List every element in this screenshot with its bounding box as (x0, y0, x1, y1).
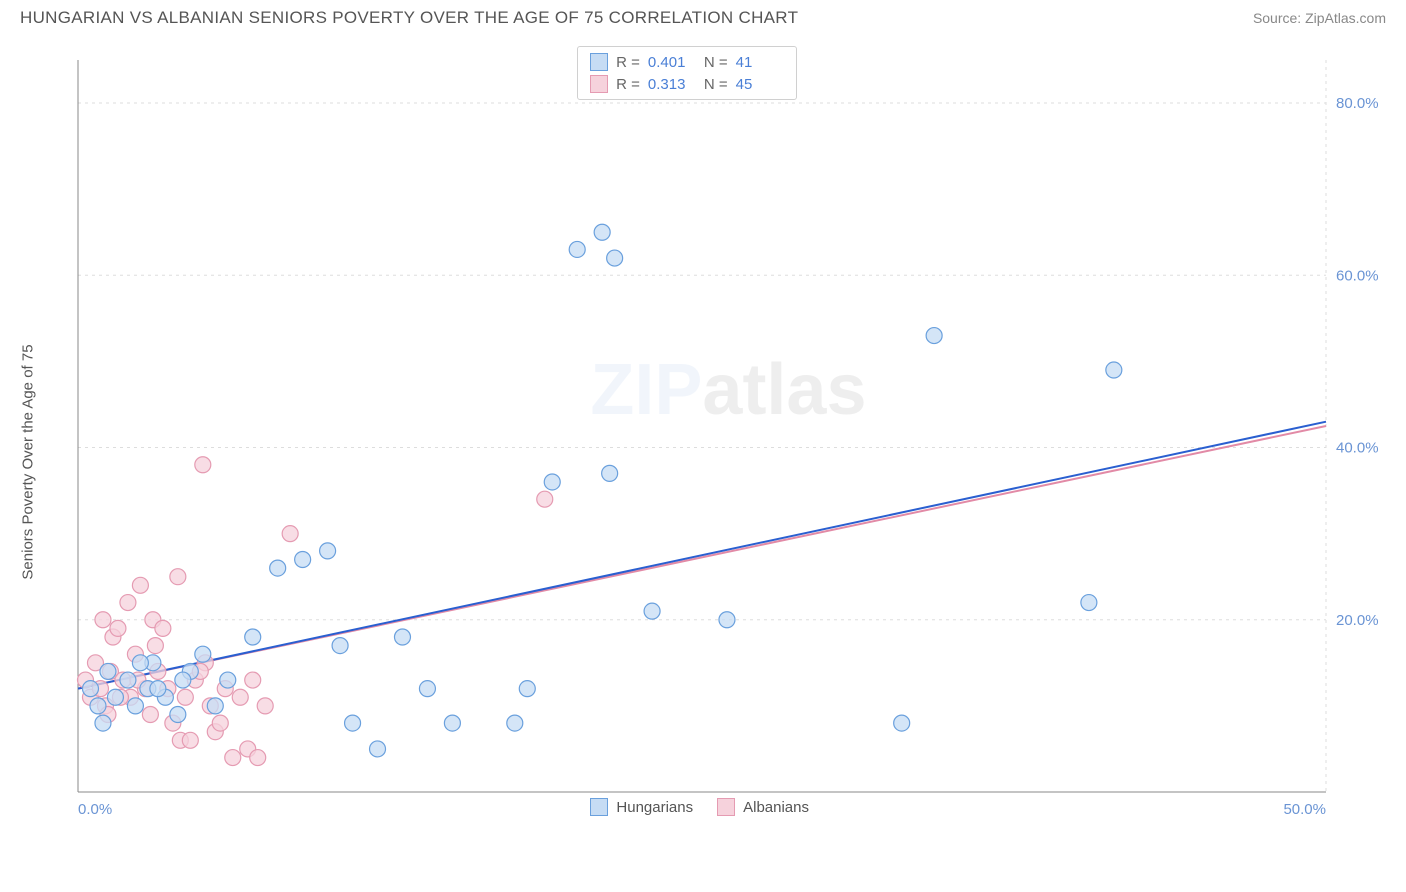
data-point (569, 241, 585, 257)
r-label: R = (616, 76, 640, 93)
data-point (419, 681, 435, 697)
legend-swatch (590, 75, 608, 93)
bottom-legend: Hungarians Albanians (590, 798, 809, 816)
scatter-plot: 20.0% 40.0% 60.0% 80.0% 0.0% 50.0% ZIPatlas R =… (60, 42, 1386, 832)
data-point (120, 672, 136, 688)
data-point (320, 543, 336, 559)
stats-legend: R = 0.401 N = 41 R = 0.313 N = 45 (577, 46, 797, 100)
data-point (270, 560, 286, 576)
x-tick-label: 50.0% (1283, 801, 1326, 818)
y-tick-label: 20.0% (1336, 612, 1379, 629)
data-point (607, 250, 623, 266)
r-value: 0.313 (648, 76, 696, 93)
data-point (195, 646, 211, 662)
r-value: 0.401 (648, 54, 696, 71)
data-point (195, 457, 211, 473)
legend-label: Hungarians (616, 799, 693, 816)
n-value: 45 (736, 76, 784, 93)
data-point (394, 629, 410, 645)
source-label: Source: ZipAtlas.com (1253, 10, 1386, 26)
data-point (245, 629, 261, 645)
data-point (894, 715, 910, 731)
data-point (232, 689, 248, 705)
data-point (127, 698, 143, 714)
legend-label: Albanians (743, 799, 809, 816)
data-point (507, 715, 523, 731)
data-point (926, 328, 942, 344)
data-point (177, 689, 193, 705)
legend-swatch (590, 798, 608, 816)
data-point (155, 620, 171, 636)
data-point (182, 732, 198, 748)
legend-item: Hungarians (590, 798, 693, 816)
data-point (95, 612, 111, 628)
data-point (170, 569, 186, 585)
y-tick-label: 60.0% (1336, 267, 1379, 284)
legend-swatch (717, 798, 735, 816)
data-point (370, 741, 386, 757)
y-tick-label: 40.0% (1336, 440, 1379, 457)
data-point (295, 551, 311, 567)
watermark: ZIPatlas (590, 350, 866, 430)
data-point (170, 706, 186, 722)
data-point (90, 698, 106, 714)
data-point (250, 750, 266, 766)
data-point (82, 681, 98, 697)
data-point (519, 681, 535, 697)
n-label: N = (704, 54, 728, 71)
n-value: 41 (736, 54, 784, 71)
y-tick-label: 80.0% (1336, 95, 1379, 112)
data-point (142, 706, 158, 722)
bottom-legend-wrap: Hungarians Albanians (590, 798, 990, 828)
data-point (147, 638, 163, 654)
data-point (345, 715, 361, 731)
stats-legend-wrap: R = 0.401 N = 41 R = 0.313 N = 45 (577, 46, 837, 116)
data-point (537, 491, 553, 507)
data-point (594, 224, 610, 240)
chart-container: Seniors Poverty Over the Age of 75 20.0%… (20, 42, 1386, 882)
r-label: R = (616, 54, 640, 71)
data-point (719, 612, 735, 628)
data-point (444, 715, 460, 731)
data-point (220, 672, 236, 688)
data-point (107, 689, 123, 705)
data-point (225, 750, 241, 766)
data-point (282, 526, 298, 542)
data-point (257, 698, 273, 714)
x-tick-label: 0.0% (78, 801, 112, 818)
chart-title: HUNGARIAN VS ALBANIAN SENIORS POVERTY OV… (20, 8, 798, 28)
data-point (120, 595, 136, 611)
data-point (110, 620, 126, 636)
data-point (212, 715, 228, 731)
data-point (150, 681, 166, 697)
data-point (132, 655, 148, 671)
data-point (1106, 362, 1122, 378)
data-point (1081, 595, 1097, 611)
header: HUNGARIAN VS ALBANIAN SENIORS POVERTY OV… (0, 0, 1406, 34)
n-label: N = (704, 76, 728, 93)
data-point (132, 577, 148, 593)
data-point (207, 698, 223, 714)
data-point (245, 672, 261, 688)
data-point (544, 474, 560, 490)
data-point (95, 715, 111, 731)
trend-line (78, 422, 1326, 689)
legend-item: Albanians (717, 798, 809, 816)
y-axis-label: Seniors Poverty Over the Age of 75 (20, 344, 37, 579)
data-point (175, 672, 191, 688)
stats-legend-row: R = 0.401 N = 41 (590, 53, 784, 71)
data-point (602, 465, 618, 481)
data-point (100, 663, 116, 679)
data-point (332, 638, 348, 654)
legend-swatch (590, 53, 608, 71)
stats-legend-row: R = 0.313 N = 45 (590, 75, 784, 93)
data-point (644, 603, 660, 619)
